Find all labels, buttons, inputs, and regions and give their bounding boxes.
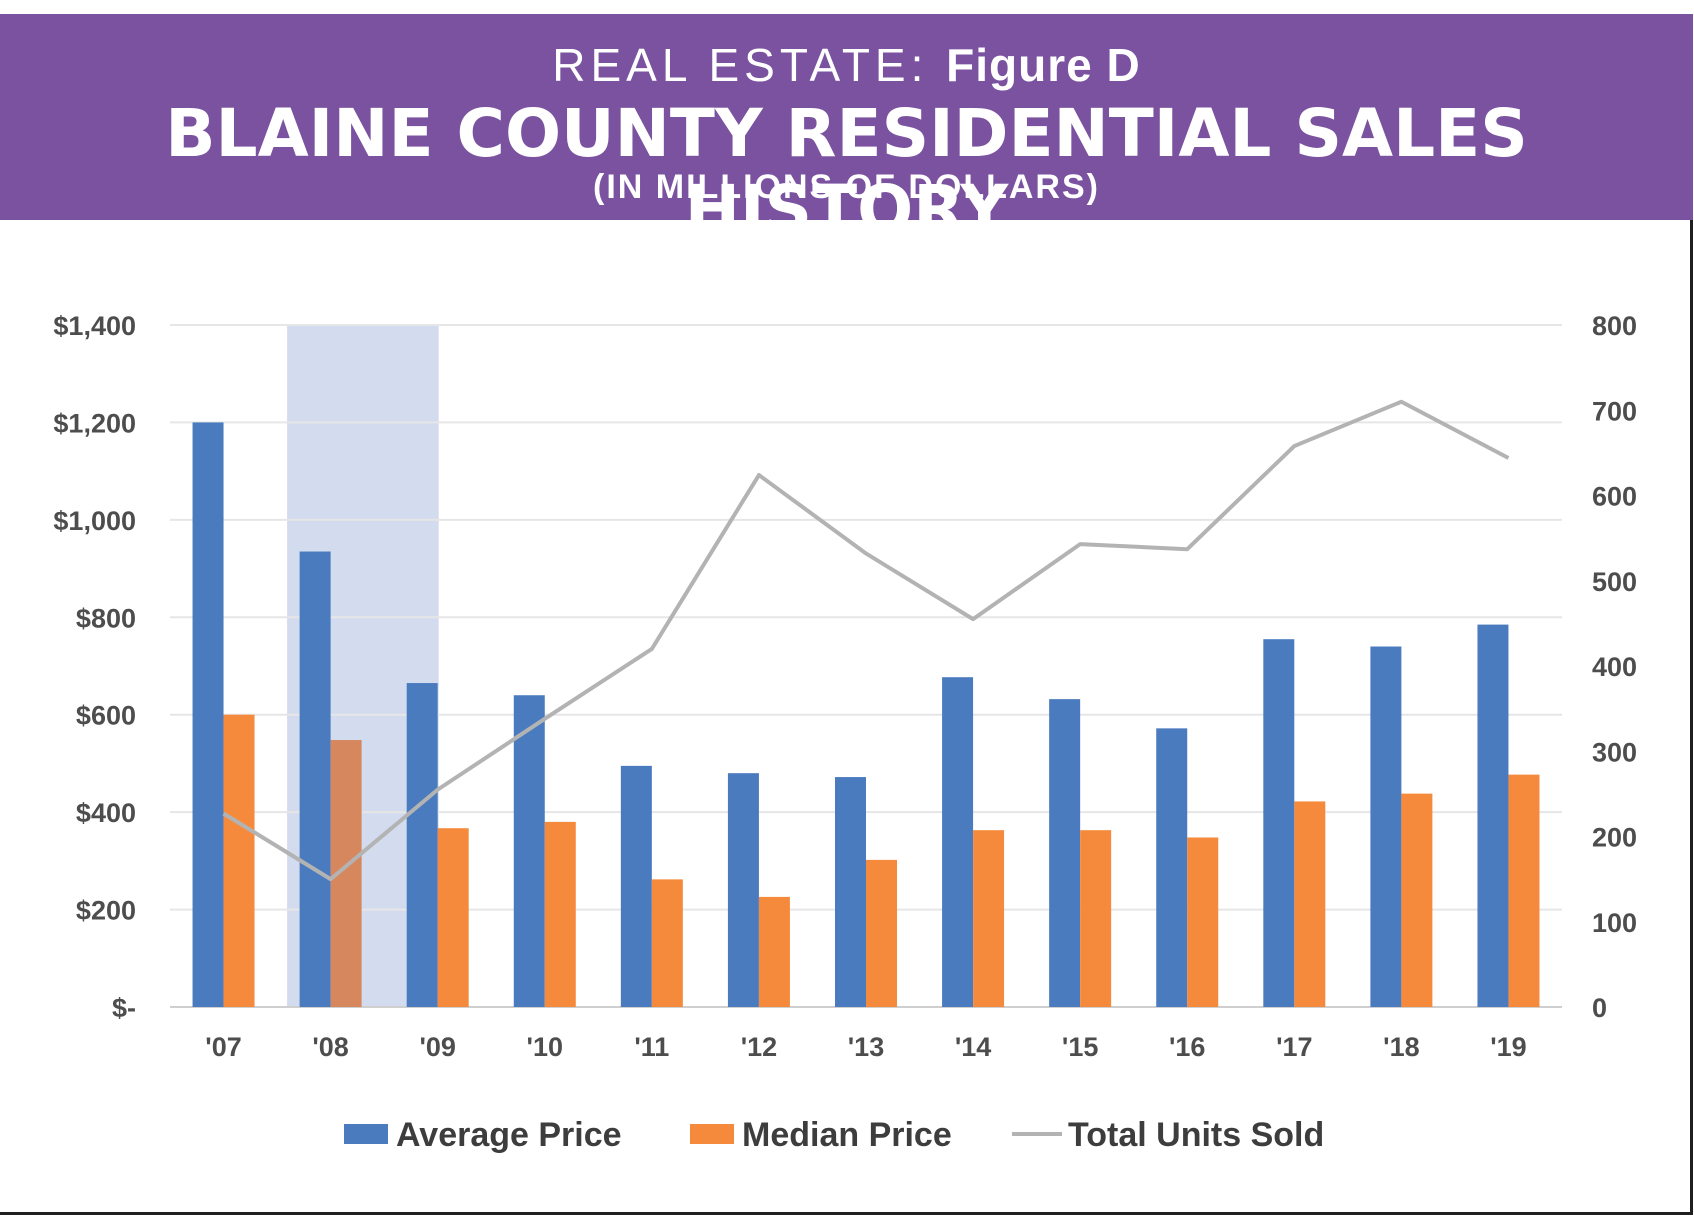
legend-swatch [344, 1124, 388, 1144]
average-price-bar [299, 551, 331, 1007]
x-axis-tick-label: '07 [205, 1032, 241, 1062]
x-axis-tick-label: '13 [848, 1032, 884, 1062]
right-axis-tick-label: 200 [1592, 823, 1637, 853]
units-line-layer [222, 399, 1510, 882]
x-axis-tick-label: '17 [1276, 1032, 1312, 1062]
left-axis: $- $200 $400 $600 $800 $1,000 $1,200 $1,400 [53, 311, 136, 1023]
right-axis-tick-label: 700 [1592, 396, 1637, 426]
x-axis-tick-label: '12 [741, 1032, 777, 1062]
average-price-bar [1263, 639, 1295, 1007]
right-axis: 0 100 200 300 400 500 600 700 800 [1592, 311, 1637, 1023]
combo-chart: $- $200 $400 $600 $800 $1,000 $1,200 $1,400 0 10… [53, 311, 1637, 1154]
right-axis-tick-label: 400 [1592, 652, 1637, 682]
average-price-bar [727, 773, 759, 1007]
average-price-bar [406, 683, 438, 1007]
legend: Average Price Median Price Total Units Sol… [344, 1116, 1324, 1154]
bars [192, 422, 1540, 1007]
left-axis-tick-label: $1,400 [53, 311, 136, 341]
right-axis-tick-label: 300 [1592, 737, 1637, 767]
left-axis-tick-label: $400 [76, 798, 136, 828]
right-axis-tick-label: 800 [1592, 311, 1637, 341]
average-price-bar [192, 422, 224, 1007]
legend-label: Median Price [742, 1116, 952, 1154]
title-banner: REAL ESTATE: Figure D BLAINE COUNTY RESI… [0, 14, 1693, 248]
median-price-bar [1508, 774, 1540, 1007]
left-axis-tick-label: $- [112, 993, 136, 1023]
x-axis-tick-label: '18 [1383, 1032, 1419, 1062]
right-axis-tick-label: 600 [1592, 482, 1637, 512]
figure-label: Figure D [946, 39, 1141, 91]
legend-label: Average Price [396, 1116, 622, 1154]
median-price-bar [973, 830, 1005, 1007]
average-price-bar [1370, 646, 1402, 1007]
left-axis-tick-label: $600 [76, 701, 136, 731]
median-price-bar [1187, 837, 1219, 1007]
right-axis-tick-label: 500 [1592, 567, 1637, 597]
average-price-bar [835, 777, 866, 1007]
left-axis-tick-label: $800 [76, 603, 136, 633]
legend-swatch [690, 1124, 734, 1144]
x-axis-tick-label: '09 [419, 1032, 455, 1062]
x-axis-tick-label: '16 [1169, 1032, 1205, 1062]
legend-label: Total Units Sold [1068, 1116, 1324, 1154]
median-price-bar [1294, 801, 1326, 1007]
average-price-bar [1156, 728, 1188, 1007]
kicker-label: REAL ESTATE: [552, 39, 929, 91]
median-price-bar [544, 821, 576, 1007]
chart-kicker: REAL ESTATE: Figure D [0, 38, 1693, 92]
median-price-bar [437, 828, 469, 1007]
median-price-bar [866, 859, 897, 1007]
median-price-bar [758, 896, 790, 1007]
right-axis-tick-label: 0 [1592, 993, 1607, 1023]
median-price-bar [223, 714, 255, 1007]
median-price-bar [1401, 793, 1433, 1007]
chart-subtitle: (IN MILLIONS OF DOLLARS) [593, 168, 1100, 206]
average-price-bar [1477, 624, 1509, 1007]
left-axis-tick-label: $1,000 [53, 506, 136, 536]
median-price-bar [1080, 830, 1112, 1007]
median-price-bar [651, 879, 683, 1007]
x-axis-tick-label: '10 [527, 1032, 563, 1062]
x-axis-tick-label: '15 [1062, 1032, 1098, 1062]
x-axis: '07 '08 '09 '10 '11 '12 '13 '14 '15 '16 '17 '18 '19 [205, 1032, 1526, 1062]
right-axis-tick-label: 100 [1592, 908, 1637, 938]
x-axis-tick-label: '11 [634, 1032, 669, 1062]
average-price-bar [1049, 699, 1081, 1007]
left-axis-tick-label: $1,200 [53, 408, 136, 438]
left-axis-tick-label: $200 [76, 896, 136, 926]
x-axis-tick-label: '14 [955, 1032, 991, 1062]
average-price-bar [942, 677, 974, 1007]
x-axis-tick-label: '19 [1490, 1032, 1526, 1062]
chart-title: BLAINE COUNTY RESIDENTIAL SALES HISTORY [165, 95, 1528, 248]
average-price-bar [513, 695, 545, 1007]
average-price-bar [620, 765, 652, 1007]
x-axis-tick-label: '08 [312, 1032, 348, 1062]
